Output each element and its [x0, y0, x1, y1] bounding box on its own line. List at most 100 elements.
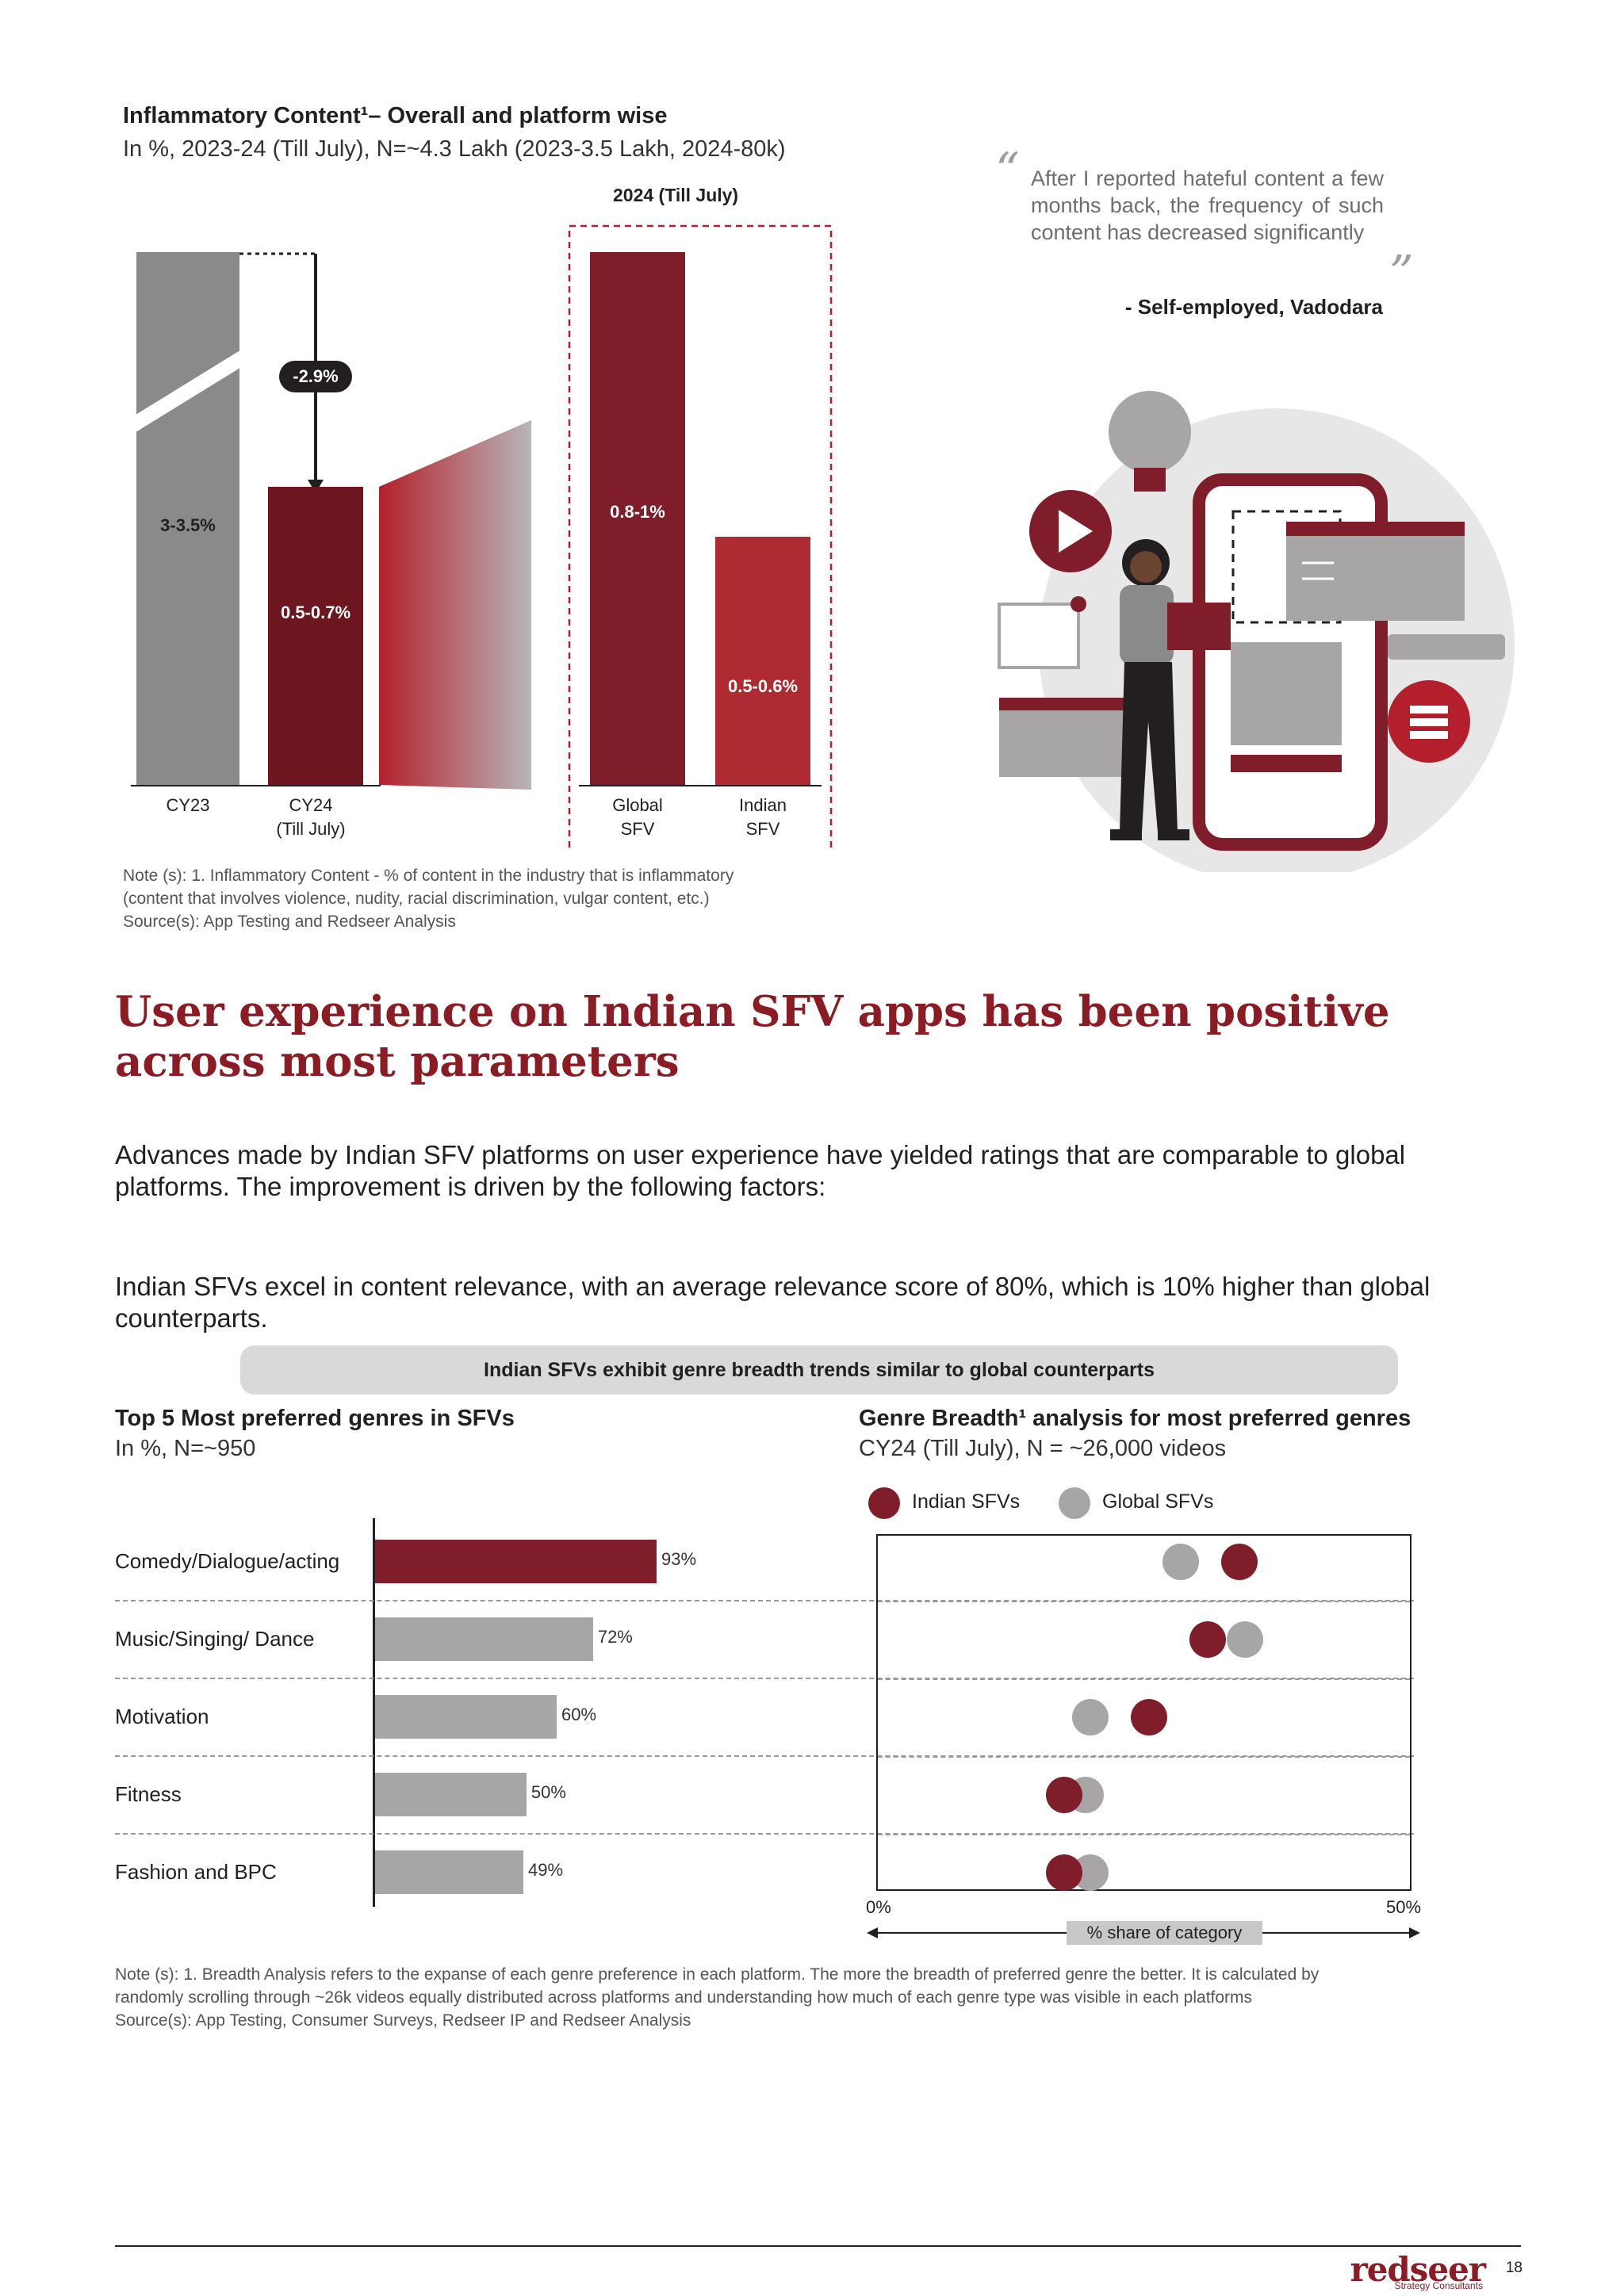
genre-breadth-banner: Indian SFVs exhibit genre breadth trends… — [240, 1345, 1398, 1395]
bar-label-cy24: 0.5-0.7% — [280, 603, 351, 622]
note-line: Source(s): App Testing, Consumer Surveys… — [115, 2011, 691, 2030]
genres-chart-subtitle: In %, N=~950 — [115, 1436, 256, 1461]
genre-label: Music/Singing/ Dance — [115, 1627, 315, 1651]
row-divider — [115, 1755, 1414, 1757]
genre-bar — [375, 1773, 527, 1816]
indian-sfv-dot — [1131, 1699, 1168, 1735]
laptop-icon — [1167, 603, 1231, 650]
inflammatory-note: Note (s): 1. Inflammatory Content - % of… — [123, 864, 733, 933]
panel-2024-title: 2024 (Till July) — [613, 185, 739, 205]
document-icon — [998, 603, 1080, 669]
note-line: (content that involves violence, nudity,… — [123, 890, 710, 908]
x-category-cy24: CY24 (Till July) — [262, 794, 360, 841]
bar-label-cy23: 3-3.5% — [160, 515, 216, 535]
phone-bar-icon — [1231, 755, 1342, 772]
inflammatory-chart — [131, 224, 833, 848]
breadth-chart-title: Genre Breadth¹ analysis for most preferr… — [859, 1406, 1411, 1431]
genre-value-label: 50% — [530, 1782, 566, 1802]
x-category-cy24-line2: (Till July) — [276, 819, 346, 839]
breadth-row-divider — [878, 1834, 1410, 1835]
window-card-icon — [1286, 522, 1465, 621]
page-number: 18 — [1505, 2260, 1522, 2276]
breadth-row-divider — [878, 1601, 1410, 1602]
genre-bar — [375, 1617, 593, 1661]
genre-label: Fashion and BPC — [115, 1860, 277, 1884]
x-category-global-sfv: Global SFV — [590, 794, 685, 841]
x-category-indian-line2: SFV — [745, 819, 780, 839]
note-line: Note (s): 1. Inflammatory Content - % of… — [123, 867, 734, 885]
x-category-indian-line1: Indian — [739, 795, 787, 815]
bar-cy23 — [136, 252, 239, 785]
quote-open-mark: “ — [995, 143, 1020, 198]
x-category-cy23: CY23 — [166, 795, 210, 815]
x-axis-min-label: 0% — [866, 1897, 891, 1917]
user-illustration — [998, 391, 1515, 872]
indian-sfv-dot — [1045, 1777, 1082, 1813]
person-legs-icon — [1120, 662, 1178, 832]
axis-break — [133, 349, 243, 434]
indian-sfv-dot — [1189, 1621, 1227, 1658]
note-line: Source(s): App Testing and Redseer Analy… — [123, 913, 456, 931]
genre-label: Fitness — [115, 1782, 182, 1806]
close-icon — [1071, 596, 1086, 612]
inflammatory-chart-title: Inflammatory Content¹– Overall and platf… — [123, 103, 668, 128]
bar-label-indian-sfv: 0.5-0.6% — [727, 676, 799, 696]
genre-label: Motivation — [115, 1705, 209, 1728]
genres-axis — [373, 1518, 375, 1907]
legend-indian-label: Indian SFVs — [912, 1490, 1021, 1513]
genre-label: Comedy/Dialogue/acting — [115, 1549, 340, 1573]
genre-bar — [375, 1540, 657, 1583]
redseer-logo: redseer — [1350, 2250, 1486, 2289]
media-bar-icon — [1388, 634, 1505, 660]
left-card-icon — [999, 698, 1142, 777]
row-divider — [115, 1833, 1414, 1835]
indian-sfv-dot — [1045, 1854, 1082, 1891]
row-divider — [115, 1600, 1414, 1601]
genres-chart-title: Top 5 Most preferred genres in SFVs — [115, 1406, 515, 1431]
relevance-paragraph: Indian SFVs excel in content relevance, … — [115, 1272, 1431, 1333]
redseer-logo-subtitle: Strategy Consultants — [1394, 2280, 1483, 2291]
x-axis-max-label: 50% — [1386, 1897, 1422, 1917]
row-divider — [115, 1678, 1414, 1679]
bar-label-global-sfv: 0.8-1% — [610, 502, 665, 522]
window-card-header — [1286, 522, 1465, 536]
breadth-plot-area — [876, 1534, 1411, 1891]
lightbulb-icon — [1109, 391, 1191, 473]
bar-global-sfv — [590, 252, 685, 785]
legend-indian-dot — [868, 1487, 900, 1519]
x-category-global-line1: Global — [612, 795, 663, 815]
person-body-icon — [1120, 585, 1174, 664]
quote-author: - Self-employed, Vadodara — [1124, 295, 1383, 319]
x-category-global-line2: SFV — [620, 819, 655, 839]
breadth-note: Note (s): 1. Breadth Analysis refers to … — [115, 1963, 1319, 2032]
genre-value-label: 72% — [597, 1627, 633, 1647]
genre-value-label: 60% — [561, 1705, 597, 1724]
note-line: randomly scrolling through ~26k videos e… — [115, 1988, 1253, 2007]
intro-paragraph: Advances made by Indian SFV platforms on… — [115, 1140, 1406, 1201]
breadth-row-divider — [878, 1756, 1410, 1758]
legend-global-label: Global SFVs — [1102, 1490, 1214, 1513]
global-sfv-dot — [1226, 1621, 1263, 1658]
zoom-funnel — [379, 420, 531, 790]
global-sfv-dot — [1162, 1544, 1200, 1580]
global-sfv-dot — [1072, 1699, 1109, 1735]
x-axis-title: % share of category — [1067, 1921, 1262, 1945]
section-heading: User experience on Indian SFV apps has b… — [115, 987, 1390, 1086]
breadth-chart-subtitle: CY24 (Till July), N = ~26,000 videos — [859, 1436, 1227, 1461]
breadth-row-divider — [878, 1678, 1410, 1680]
quote-close-mark: ” — [1389, 246, 1414, 301]
bar-cy24 — [268, 487, 363, 785]
bar-indian-sfv — [715, 537, 810, 785]
genre-value-label: 93% — [661, 1549, 697, 1569]
footer-divider — [115, 2245, 1521, 2247]
inflammatory-chart-subtitle: In %, 2023-24 (Till July), N=~4.3 Lakh (… — [123, 136, 786, 162]
phone-card-icon — [1231, 642, 1342, 745]
x-category-indian-sfv: Indian SFV — [715, 794, 810, 841]
legend-global-dot — [1059, 1487, 1090, 1519]
x-category-cy24-line1: CY24 — [289, 795, 333, 815]
change-badge-bg — [279, 361, 352, 392]
note-line: Note (s): 1. Breadth Analysis refers to … — [115, 1965, 1320, 1984]
genre-bar — [375, 1850, 524, 1894]
arrow-head — [308, 480, 324, 493]
genre-bar — [375, 1695, 557, 1739]
